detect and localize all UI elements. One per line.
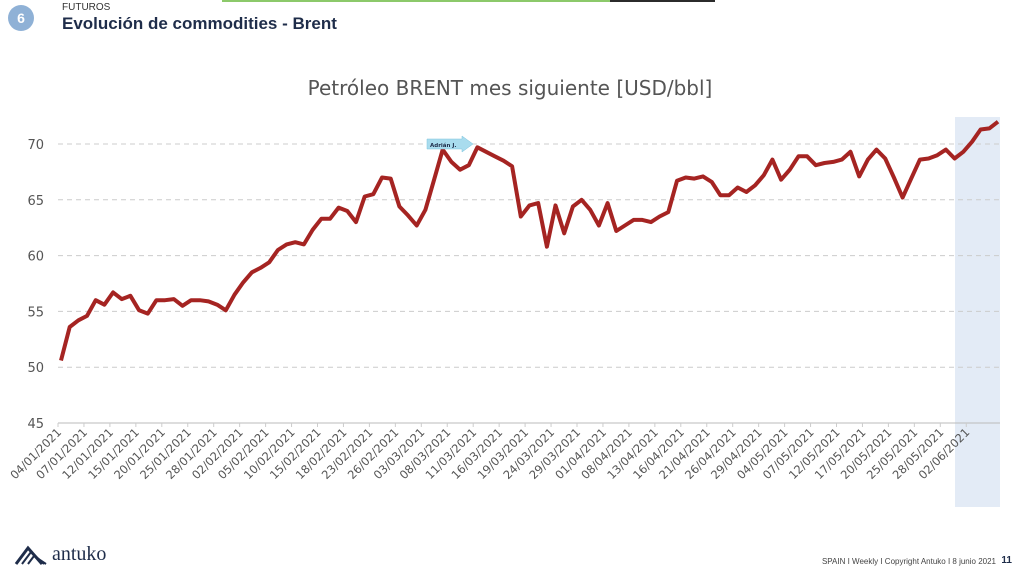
top-progress-bar-remainder bbox=[610, 0, 715, 2]
logo-text: antuko bbox=[52, 543, 107, 565]
page-number: 11 bbox=[1001, 555, 1012, 566]
y-tick-label: 65 bbox=[27, 194, 44, 209]
footer-copyright: SPAIN I Weekly I Copyright Antuko I 8 ju… bbox=[821, 557, 996, 566]
y-tick-label: 55 bbox=[27, 305, 44, 320]
y-tick-label: 45 bbox=[27, 417, 44, 432]
antuko-logo: antuko bbox=[14, 543, 106, 566]
brent-price-line bbox=[59, 120, 1000, 362]
logo-waves-icon bbox=[14, 545, 47, 565]
y-tick-label: 50 bbox=[27, 361, 44, 376]
section-number-badge: 6 bbox=[8, 5, 34, 31]
annotation-arrow: Adrián J. bbox=[426, 135, 474, 153]
chart-title: Petróleo BRENT mes siguiente [USD/bbl] bbox=[308, 76, 713, 100]
section-label: FUTUROS bbox=[62, 2, 111, 13]
highlight-region bbox=[955, 117, 1000, 507]
top-progress-bar bbox=[222, 0, 610, 2]
arrow-shape bbox=[426, 135, 474, 153]
annotation-label: Adrián J. bbox=[430, 142, 456, 149]
page-title: Evolución de commodities - Brent bbox=[62, 14, 337, 33]
y-tick-label: 70 bbox=[27, 138, 44, 153]
y-tick-label: 60 bbox=[27, 250, 44, 265]
